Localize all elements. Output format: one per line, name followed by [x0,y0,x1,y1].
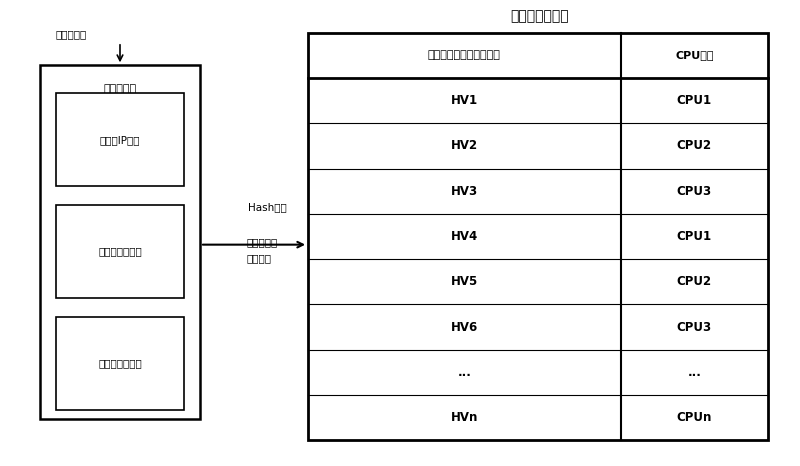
Text: HV3: HV3 [451,185,478,198]
Text: 报文包协议信息: 报文包协议信息 [98,358,142,369]
Text: CPU2: CPU2 [677,139,712,152]
Text: CPU1: CPU1 [677,230,712,243]
Bar [56,317,184,410]
Text: 获取报文包: 获取报文包 [56,30,87,40]
Text: HV4: HV4 [450,230,478,243]
Text: HV1: HV1 [451,94,478,107]
Text: ...: ... [458,366,471,379]
Text: HV6: HV6 [450,321,478,334]
Text: CPU信息: CPU信息 [675,50,714,60]
Text: CPU3: CPU3 [677,321,712,334]
Text: Hash处理: Hash处理 [248,202,286,212]
Text: CPU3: CPU3 [677,185,712,198]
Text: HV2: HV2 [451,139,478,152]
Bar [56,93,184,186]
Text: 生成业务流: 生成业务流 [246,237,278,247]
Text: CPU1: CPU1 [677,94,712,107]
Text: 报文包IP信息: 报文包IP信息 [100,135,140,145]
Text: 业务流分配列表: 业务流分配列表 [510,9,570,23]
Text: HV5: HV5 [450,275,478,288]
Text: 一组业务流对应的哈希值: 一组业务流对应的哈希值 [428,50,501,60]
Text: CPUn: CPUn [677,411,712,424]
Text: 分配列表: 分配列表 [246,254,271,264]
Text: 报文包信息: 报文包信息 [103,83,137,94]
Text: CPU2: CPU2 [677,275,712,288]
Bar [40,65,200,419]
Text: HVn: HVn [450,411,478,424]
Text: 报文包端口信息: 报文包端口信息 [98,247,142,257]
Text: ...: ... [687,366,702,379]
Bar [56,205,184,298]
Bar [308,33,768,440]
